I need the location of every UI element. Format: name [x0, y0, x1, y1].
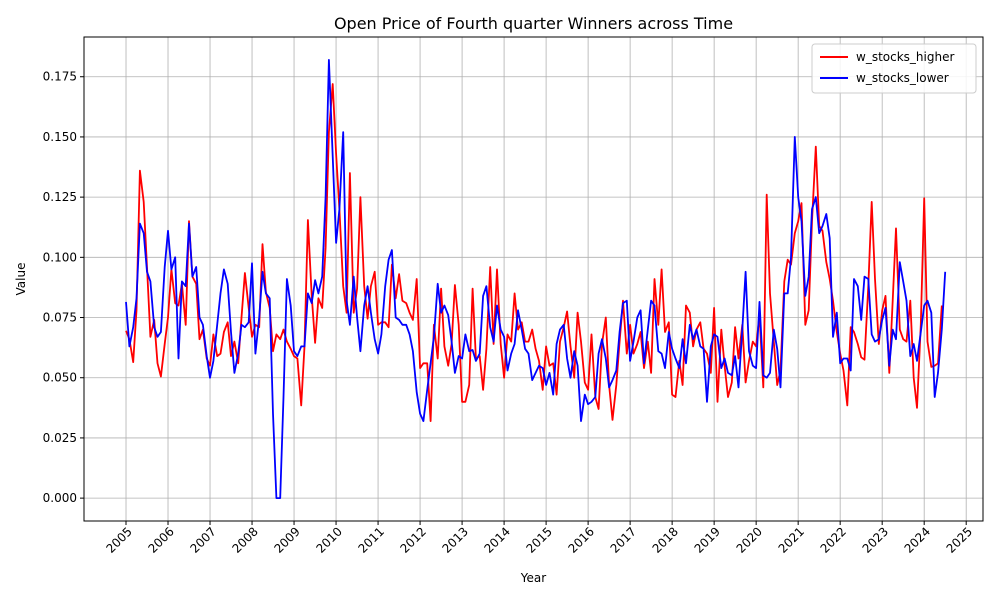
y-axis-label: Value — [14, 263, 28, 296]
y-tick-label: 0.175 — [43, 70, 77, 84]
y-tick-label: 0.125 — [43, 190, 77, 204]
x-axis-label: Year — [520, 571, 546, 585]
legend: w_stocks_higher w_stocks_lower — [811, 43, 977, 94]
y-tick-label: 0.075 — [43, 311, 77, 325]
grid-lines — [84, 37, 983, 521]
y-axis-ticks: 0.000 0.025 0.050 0.075 0.100 0.125 0.150 0.175 — [43, 70, 84, 505]
series-line-w-stocks-lower — [125, 59, 947, 500]
y-tick-label: 0.150 — [43, 130, 77, 144]
y-tick-label: 0.100 — [43, 250, 77, 264]
series-line-w-stocks-higher — [125, 83, 943, 423]
series-layer — [125, 59, 947, 500]
y-tick-label: 0.050 — [43, 371, 77, 385]
legend-label-w-stocks-higher: w_stocks_higher — [856, 50, 954, 64]
y-tick-label: 0.000 — [43, 491, 77, 505]
legend-label-w-stocks-lower: w_stocks_lower — [856, 71, 949, 85]
y-tick-label: 0.025 — [43, 431, 77, 445]
chart-title: Open Price of Fourth quarter Winners acr… — [334, 14, 733, 33]
plot-area-frame — [83, 36, 984, 522]
legend-box — [811, 43, 977, 94]
